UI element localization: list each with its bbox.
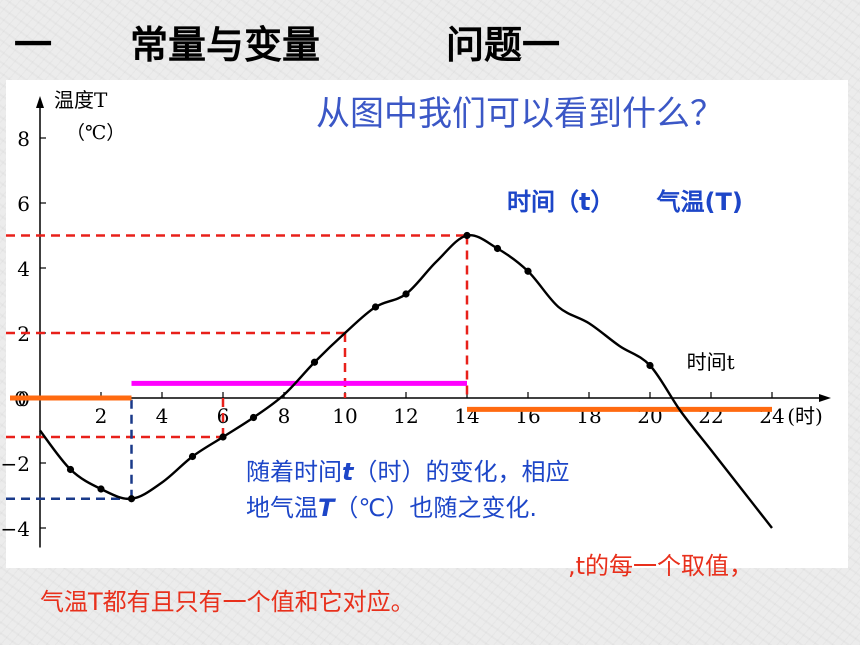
data-point [463,231,471,240]
data-point [127,495,136,503]
x-tick-label: 12 [393,404,418,428]
data-point [249,413,258,422]
y-axis-arrow [36,96,44,108]
x-tick-label: 8 [278,404,291,428]
x-tick-label: 10 [332,404,357,428]
y-tick-label: −2 [1,452,30,476]
data-point [493,244,502,253]
x-axis-arrow [819,394,831,402]
data-point [66,465,75,474]
x-tick-label: 2 [95,404,108,428]
y-tick-label: 8 [17,127,30,151]
data-point [310,358,319,366]
question-label: 问题一 [446,23,561,67]
x-tick-label: 4 [156,404,169,428]
conclusion-line-2: 气温T都有且只有一个值和它对应。 [40,588,415,616]
x-axis-label: 时间t [687,350,735,374]
x-axis-unit: (时) [787,404,823,428]
y-axis-label: 温度T [54,88,108,112]
temperature-variable-label: 气温(T) [656,188,743,216]
observation-line-1: 随着时间t（时）的变化，相应 [246,458,570,486]
data-point [402,290,410,298]
data-point [188,452,197,461]
y-tick-label: 4 [17,257,30,281]
time-variable-label: 时间（t） [507,188,615,216]
section-number: 一 [14,23,53,67]
y-tick-label: −4 [1,517,30,541]
variables-label: 时间（t） 气温(T) [507,182,743,217]
section-title: 常量与变量 [130,23,321,67]
observation-text: 随着时间t（时）的变化，相应 地气温T（℃）也随之变化. [246,454,570,526]
data-point [219,433,227,441]
y-axis-unit: （℃） [66,122,125,144]
data-point [371,303,380,311]
observation-line-2: 地气温T（℃）也随之变化. [246,494,537,522]
data-point [97,485,105,493]
question-text: 从图中我们可以看到什么？ [316,94,724,134]
data-point [524,267,532,275]
data-point [646,361,654,370]
conclusion-line-1: ,t的每一个取值， [568,552,754,580]
y-tick-label: 6 [17,192,30,216]
